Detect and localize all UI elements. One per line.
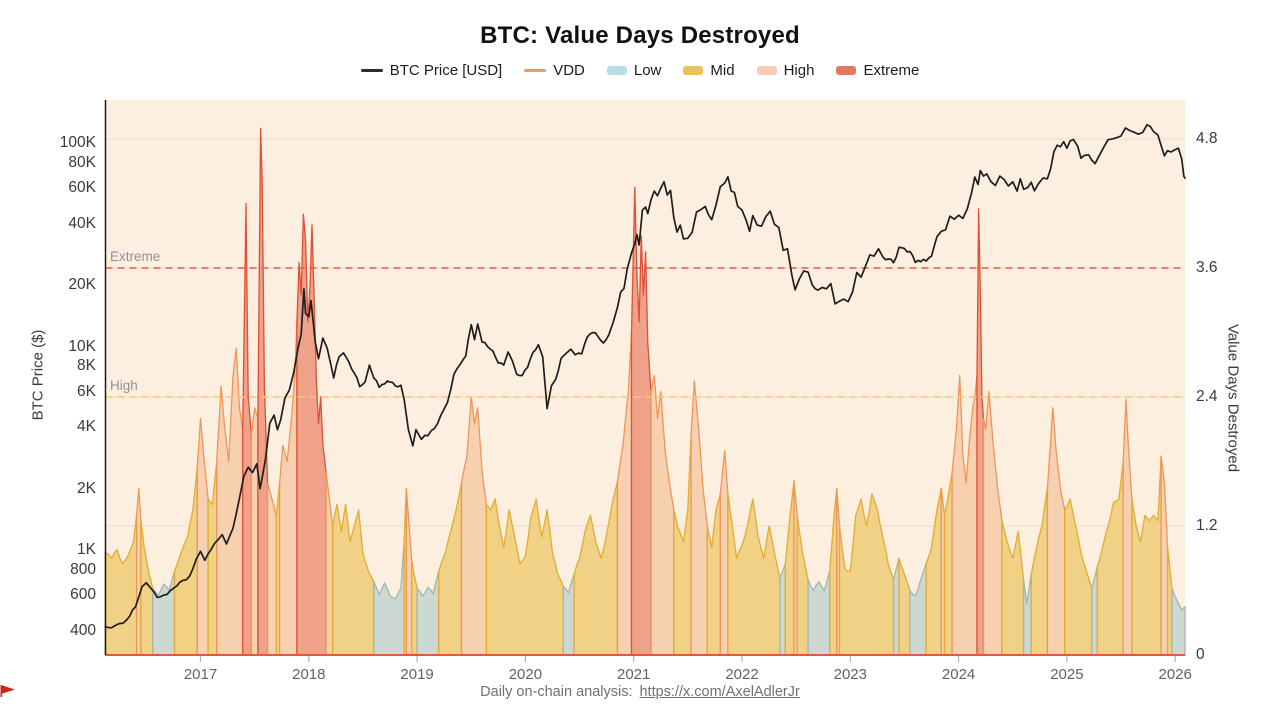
legend-item-extreme: Extreme bbox=[836, 62, 919, 79]
vdd-axis-tick-label: 3.6 bbox=[1196, 259, 1218, 276]
flag-icon bbox=[0, 685, 15, 697]
legend-swatch-icon bbox=[606, 66, 627, 75]
vdd-axis-tick-label: 1.2 bbox=[1196, 517, 1218, 534]
vdd-area-low bbox=[779, 562, 786, 656]
legend: BTC Price [USD] VDD Low Mid High Extreme bbox=[0, 62, 1280, 79]
vdd-area-mid bbox=[485, 498, 564, 656]
y-axis-tick-label: 100K bbox=[59, 134, 96, 151]
high-threshold-label: High bbox=[110, 378, 138, 393]
legend-label: Low bbox=[633, 62, 662, 79]
y-axis-tick-label: 8K bbox=[77, 357, 96, 375]
legend-item-btc-price-usd-: BTC Price [USD] bbox=[360, 62, 503, 79]
vdd-area-low bbox=[373, 541, 405, 656]
x-axis-year-label: 2022 bbox=[725, 666, 759, 683]
x-axis-year-label: 2020 bbox=[508, 666, 543, 683]
vdd-area-extreme bbox=[296, 213, 327, 656]
y-axis-tick-label: 400 bbox=[70, 621, 96, 639]
legend-swatch-icon bbox=[683, 66, 704, 75]
btc-price-line bbox=[104, 123, 1186, 629]
y-axis-tick-label: 4K bbox=[77, 418, 96, 436]
vdd-area-high bbox=[266, 482, 277, 656]
x-axis-year-label: 2017 bbox=[183, 666, 218, 683]
legend-label: Extreme bbox=[863, 62, 920, 79]
footer-text: Daily on-chain analysis: bbox=[480, 684, 633, 700]
vdd-area-mid bbox=[573, 480, 619, 656]
legend-item-mid: Mid bbox=[683, 62, 735, 79]
footer: Daily on-chain analysis: https://x.com/A… bbox=[0, 684, 1280, 700]
x-axis-year-label: 2019 bbox=[400, 666, 434, 683]
right-axis-title: Value Days Destroyed bbox=[1224, 323, 1242, 473]
left-axis-title: BTC Price ($) bbox=[29, 329, 47, 421]
vdd-area-mid bbox=[104, 514, 138, 656]
vdd-axis-tick-label: 4.8 bbox=[1196, 130, 1218, 147]
legend-swatch-icon bbox=[524, 69, 547, 72]
page-title: BTC: Value Days Destroyed bbox=[480, 22, 800, 49]
legend-label: BTC Price [USD] bbox=[389, 62, 503, 79]
vdd-area-high bbox=[719, 450, 729, 656]
vdd-area-mid bbox=[838, 493, 895, 656]
y-axis-tick-label: 1K bbox=[77, 541, 96, 558]
x-axis-year-label: 2018 bbox=[292, 666, 326, 683]
legend-label: VDD bbox=[553, 62, 585, 79]
y-axis-tick-label: 2K bbox=[77, 479, 96, 497]
y-axis-tick-label: 800 bbox=[70, 560, 96, 578]
vdd-area-mid bbox=[727, 493, 781, 656]
y-axis-tick-label: 600 bbox=[70, 586, 96, 604]
legend-label: Mid bbox=[710, 62, 735, 79]
x-axis-year-label: 2024 bbox=[941, 666, 976, 683]
y-axis-tick-label: 20K bbox=[68, 276, 96, 294]
legend-item-low: Low bbox=[606, 62, 662, 79]
x-axis-year-label: 2023 bbox=[833, 666, 867, 683]
y-axis-tick-label: 60K bbox=[68, 179, 96, 197]
vdd-area-high bbox=[250, 407, 259, 656]
vdd-axis-tick-label: 0 bbox=[1196, 646, 1205, 663]
x-axis-year-label: 2021 bbox=[617, 666, 651, 683]
y-axis-tick-label: 6K bbox=[77, 382, 96, 400]
y-axis-tick-label: 10K bbox=[68, 337, 96, 355]
y-axis-tick-label: 80K bbox=[68, 153, 96, 171]
extreme-threshold-label: Extreme bbox=[110, 249, 161, 264]
legend-label: High bbox=[783, 62, 815, 79]
legend-item-high: High bbox=[756, 62, 815, 79]
vdd-area-mid bbox=[1064, 498, 1093, 656]
vdd-axis-tick-label: 2.4 bbox=[1196, 388, 1218, 405]
footer-link[interactable]: https://x.com/AxelAdlerJr bbox=[639, 684, 800, 700]
legend-swatch-icon bbox=[360, 69, 383, 72]
x-axis-year-label: 2025 bbox=[1050, 666, 1084, 683]
vdd-area-mid bbox=[331, 503, 375, 656]
legend-item-vdd: VDD bbox=[524, 62, 585, 79]
y-axis-tick-label: 40K bbox=[68, 214, 96, 232]
vdd-area-low bbox=[1171, 587, 1186, 656]
legend-swatch-icon bbox=[756, 66, 777, 75]
x-axis-year-label: 2026 bbox=[1158, 666, 1192, 683]
legend-swatch-icon bbox=[836, 66, 857, 75]
